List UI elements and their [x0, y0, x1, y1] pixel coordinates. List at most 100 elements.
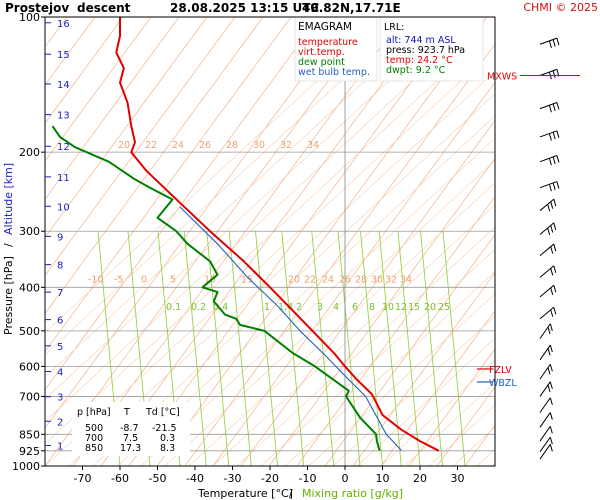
adiabat-line — [380, 360, 495, 466]
wind-barb — [539, 344, 553, 361]
isotherm-label: 28 — [355, 274, 367, 285]
isotherm-label: 24 — [172, 140, 184, 151]
mixing-ratio-label: 0.1 — [166, 302, 181, 313]
mixing-ratio-line — [442, 231, 466, 466]
isotherm-line — [577, 17, 600, 466]
wind-barb-feather — [549, 381, 553, 389]
x-axis-label-mixing: Mixing ratio [g/kg] — [302, 487, 403, 500]
isotherm-line — [436, 386, 495, 466]
y-axis-title: Pressure [hPa] / Altitude [km] — [2, 163, 15, 335]
adiabat-line — [45, 76, 394, 400]
isotherm-label: -10 — [88, 274, 104, 285]
isoline-labels: 20 22 24 26 28 30 32 34-10 -5 0 5 10 15 20 22 24 26 28 30 3… — [88, 140, 450, 313]
altitude-tick-label: 14 — [57, 80, 70, 91]
isotherm-line — [45, 17, 208, 239]
isotherm-line — [100, 17, 432, 466]
mixing-ratio-line — [183, 231, 207, 466]
wind-barb-staff — [539, 198, 555, 212]
adiabat-line — [45, 76, 346, 356]
wind-barb-feather — [552, 132, 556, 140]
isotherm-line — [156, 17, 488, 466]
wind-barb-staff — [539, 284, 555, 298]
wind-barb-feather — [547, 348, 551, 356]
y-tick-label: 925 — [19, 445, 40, 458]
altitude-tick-label: 4 — [57, 368, 63, 379]
y-tick-label: 1000 — [12, 460, 40, 473]
mixing-ratio-label: 1.4 — [278, 302, 293, 313]
wind-barb-staff — [539, 265, 555, 278]
isobar-grid — [45, 17, 495, 466]
isotherm-line — [521, 17, 600, 466]
isotherm-label: 26 — [339, 274, 351, 285]
wind-barb-feather — [549, 397, 553, 405]
legend: EMAGRAM temperature virt.temp. dew point… — [294, 16, 378, 82]
altitude-tick-label: 3 — [57, 393, 63, 404]
x-tick-label: 20 — [413, 472, 427, 485]
isotherm-label: 30 — [371, 274, 383, 285]
x-tick-label: -70 — [74, 472, 92, 485]
adiabat-line — [188, 182, 495, 466]
adiabat-line — [573, 77, 600, 466]
wind-barb-feather — [556, 155, 560, 163]
y-tick-label: 200 — [19, 146, 40, 159]
adiabat-line — [45, 76, 370, 378]
y-tick-label: 400 — [19, 281, 40, 294]
mixing-ratio-line — [420, 231, 443, 466]
altitude-tick-label: 16 — [57, 19, 70, 30]
lrl-title: LRL: — [384, 22, 404, 33]
wind-barb — [539, 243, 557, 257]
adiabat-line — [45, 76, 322, 334]
wind-barb — [539, 198, 557, 212]
wind-barb-feather — [553, 222, 557, 231]
legend-title: EMAGRAM — [298, 21, 352, 33]
adiabat-line — [428, 404, 495, 466]
isotherm-label: 28 — [226, 140, 238, 151]
table-cell: 500 — [85, 423, 103, 434]
legend-temperature: temperature — [298, 37, 358, 48]
table-cell: 8.3 — [160, 443, 175, 454]
isotherm-line — [408, 348, 495, 466]
wind-barbs — [539, 37, 560, 460]
station-name: Prostejov — [5, 1, 69, 15]
y-tick-label: 500 — [19, 325, 40, 338]
table-header-td: Td [°C] — [145, 407, 180, 418]
lrl-box: LRL: alt: 744 m ASL press: 923.7 hPa tem… — [379, 16, 484, 82]
wind-barb-feather — [547, 326, 551, 335]
mixing-ratio-label: 12 — [395, 302, 407, 313]
wind-barb-feather — [547, 367, 551, 375]
isotherm-label: 15 — [241, 274, 253, 285]
series-dew-point — [51, 125, 381, 451]
x-tick-label: 30 — [451, 472, 465, 485]
isotherm-line — [128, 17, 460, 466]
isotherm-label: 5 — [170, 274, 176, 285]
table-cell: 700 — [85, 433, 103, 444]
table-cell: -21.5 — [152, 423, 177, 434]
isotherm-line — [268, 157, 495, 466]
x-tick-labels: -70 -60 -50 -40 -30 -20 -10 0 10 20 30 — [74, 466, 465, 485]
legend-virt-temp: virt.temp. — [298, 47, 345, 58]
table-cell: 17.3 — [120, 443, 141, 454]
y-tick-label: 100 — [19, 11, 40, 24]
wind-barb-feather — [552, 70, 556, 78]
wind-barb-feather — [553, 198, 557, 207]
wind-barb-staff — [539, 412, 551, 428]
wind-barb-staff — [539, 426, 551, 442]
wind-barb — [539, 381, 553, 397]
wind-barb-staff — [539, 344, 551, 361]
copyright: CHMI © 2025 — [523, 1, 598, 14]
marker-fzlv-label: FZLV — [489, 365, 512, 376]
table-cell: -8.7 — [120, 423, 139, 434]
isotherm-line — [0, 17, 11, 466]
x-tick-label: -60 — [111, 472, 129, 485]
x-tick-label: -30 — [224, 472, 242, 485]
isotherm-label: 22 — [145, 140, 157, 151]
mixing-ratio-line — [255, 231, 278, 466]
mixing-ratio-label: 20 — [424, 302, 436, 313]
sounding-datetime: 28.08.2025 13:15 UTC — [170, 1, 319, 15]
level-markers: MXWS FZLV WBZL — [477, 72, 580, 389]
wind-barb-feather — [553, 307, 557, 315]
y-tick-label: 600 — [19, 360, 40, 373]
mixing-ratio-label: 15 — [408, 302, 420, 313]
wind-barb-staff — [539, 68, 558, 76]
wind-barb-feather — [549, 444, 553, 452]
